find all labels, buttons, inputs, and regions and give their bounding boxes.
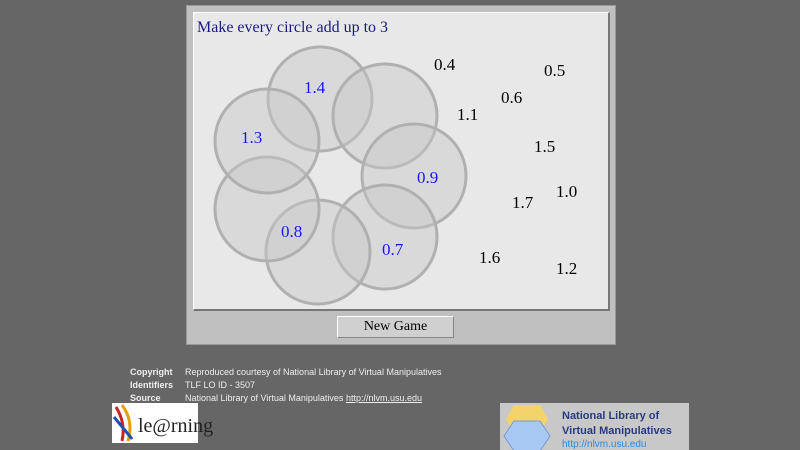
source-link[interactable]: http://nlvm.usu.edu <box>345 393 422 403</box>
game-panel: Make every circle add up to 3 1.4 1.3 0.… <box>193 12 610 311</box>
applet-frame: Make every circle add up to 3 1.4 1.3 0.… <box>186 5 616 345</box>
circle-value: 1.3 <box>241 128 263 147</box>
number-tile[interactable]: 0.5 <box>544 61 566 80</box>
circle-value: 0.9 <box>417 168 439 187</box>
sum-circle[interactable] <box>266 45 374 153</box>
number-tile[interactable]: 1.1 <box>457 105 479 124</box>
number-tile[interactable]: 1.6 <box>479 248 501 267</box>
sum-circle[interactable] <box>360 122 468 230</box>
number-tile[interactable]: 1.2 <box>556 259 578 278</box>
circles-layer <box>213 45 468 306</box>
identifiers-label: Identifiers <box>130 380 174 390</box>
sum-circle[interactable] <box>213 155 321 263</box>
learning-federation-logo: le@rning <box>112 403 213 443</box>
sum-circle[interactable] <box>331 183 439 291</box>
nlvm-logo: National Library of Virtual Manipulative… <box>500 403 689 450</box>
sum-circle[interactable] <box>213 87 321 195</box>
copyright-label: Copyright <box>130 367 173 377</box>
sum-circle[interactable] <box>331 62 439 170</box>
metadata: Copyright Reproduced courtesy of National… <box>130 367 441 406</box>
circle-value: 0.8 <box>281 222 303 241</box>
source-label: Source <box>130 393 161 403</box>
copyright-text: Reproduced courtesy of National Library … <box>185 367 442 377</box>
new-game-button[interactable]: New Game <box>337 316 454 338</box>
number-tile[interactable]: 1.5 <box>534 137 556 156</box>
number-tile[interactable]: 1.7 <box>512 193 534 212</box>
number-tile[interactable]: 1.0 <box>556 182 578 201</box>
circle-value: 1.4 <box>304 78 326 97</box>
instructions-title: Make every circle add up to 3 <box>197 19 389 36</box>
circle-value: 0.7 <box>382 240 404 259</box>
identifiers-text: TLF LO ID - 3507 <box>185 380 256 390</box>
number-tile[interactable]: 0.4 <box>434 55 456 74</box>
source-text: National Library of Virtual Manipulative… <box>185 393 344 403</box>
number-tile[interactable]: 0.6 <box>501 88 523 107</box>
